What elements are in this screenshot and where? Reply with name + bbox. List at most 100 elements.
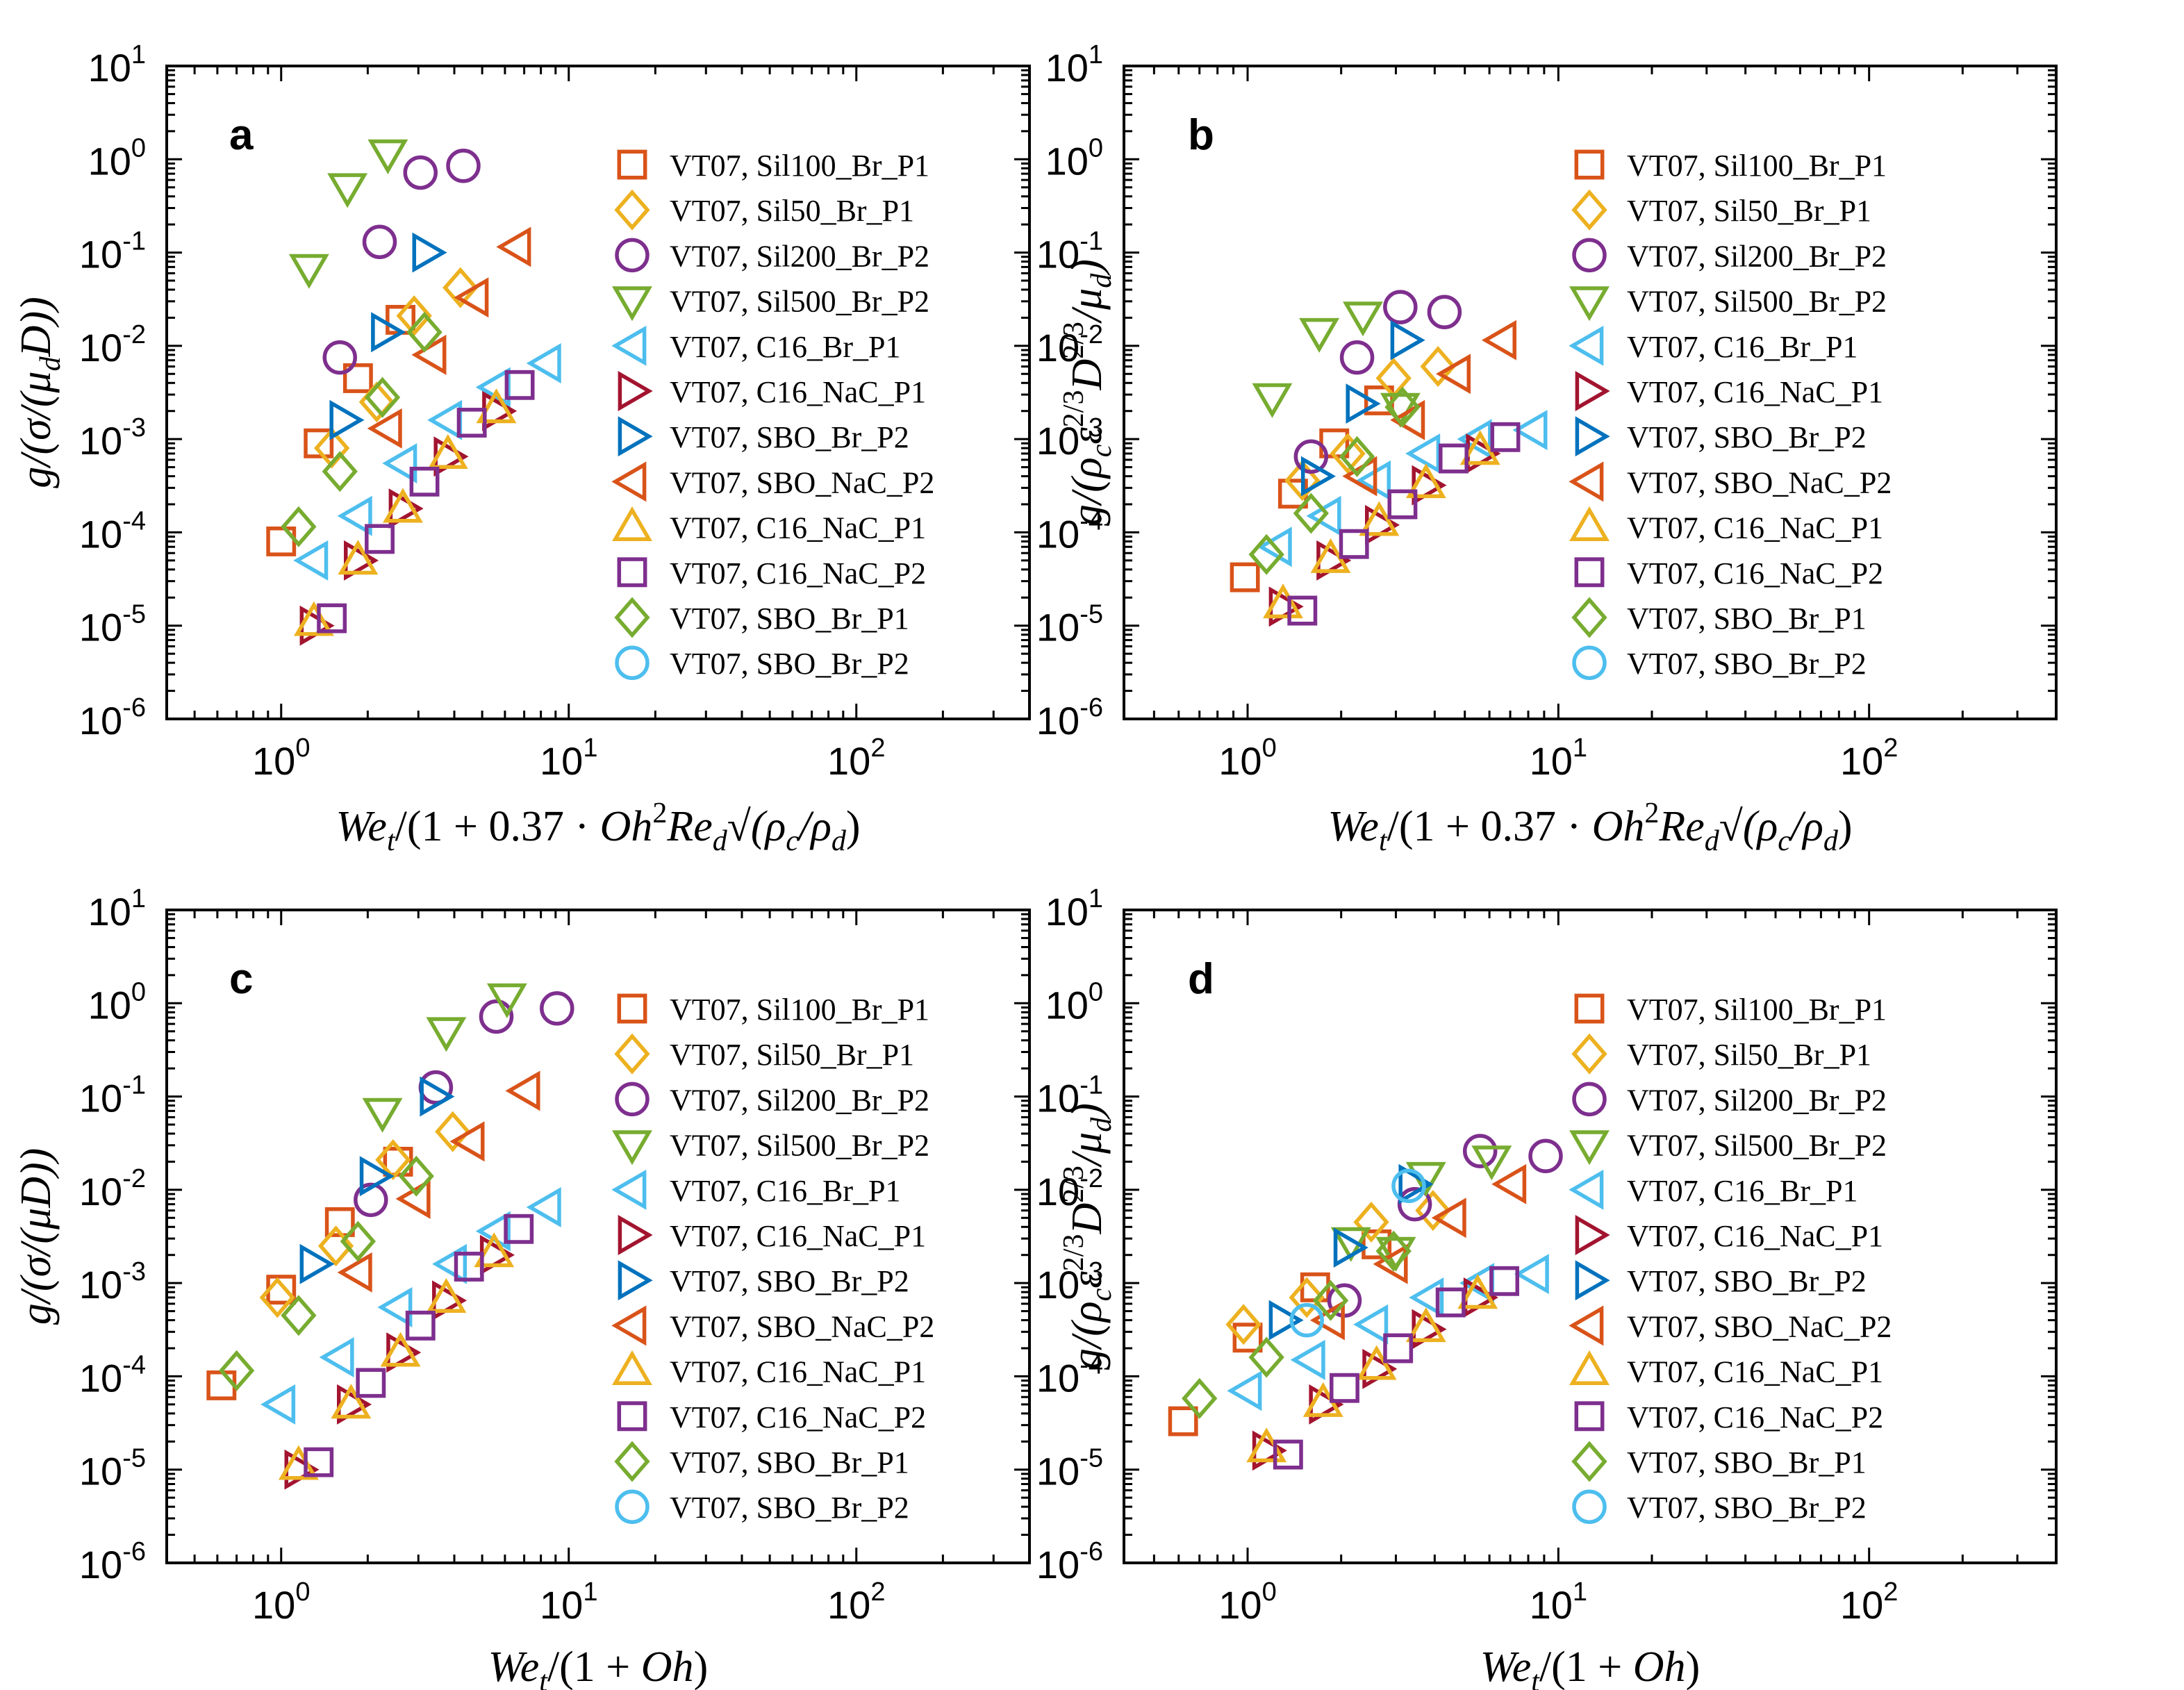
- legend-label: VT07, SBO_Br_P2: [670, 1264, 909, 1298]
- legend-label: VT07, Sil200_Br_P2: [670, 1083, 929, 1117]
- data-point: [1457, 1274, 1498, 1309]
- legend-marker: [1574, 149, 1605, 180]
- data-point: [449, 1121, 485, 1162]
- legend-label: VT07, C16_Br_P1: [1627, 1174, 1858, 1208]
- data-point: [356, 1368, 386, 1398]
- data-point: [1356, 1345, 1397, 1380]
- legend-label: VT07, Sil500_Br_P2: [670, 1129, 929, 1163]
- data-point: [442, 267, 479, 308]
- data-point: [1268, 1300, 1304, 1341]
- legend-marker: [1571, 1033, 1607, 1075]
- legend-marker: [1575, 1215, 1610, 1255]
- legend: VT07, Sil100_Br_P1 VT07, Sil50_Br_P1 VT07,…: [611, 993, 934, 1525]
- data-point: [420, 1076, 455, 1117]
- legend-label: VT07, SBO_Br_P1: [1627, 1445, 1867, 1480]
- data-point: [426, 1277, 467, 1313]
- legend-marker: [1569, 325, 1604, 366]
- x-axis-label: Wet/(1 + Oh): [1480, 1643, 1700, 1690]
- x-tick-label: 100: [1218, 1577, 1276, 1627]
- data-point: [540, 991, 574, 1026]
- data-point: [365, 524, 395, 554]
- legend-label: VT07, Sil50_Br_P1: [670, 194, 914, 228]
- data-point: [380, 1332, 421, 1367]
- data-point: [1405, 463, 1446, 499]
- legend-marker: [1569, 286, 1610, 322]
- legend-marker: [611, 1169, 647, 1210]
- y-tick-label: 10-5: [79, 600, 146, 649]
- data-point: [504, 1213, 534, 1244]
- data-points: [1230, 290, 1548, 627]
- data-point: [1409, 1277, 1444, 1318]
- data-point: [340, 1220, 377, 1262]
- data-point: [367, 408, 402, 449]
- legend-label: VT07, C16_NaC_P1: [670, 375, 926, 409]
- data-point: [403, 155, 438, 190]
- data-points: [206, 983, 574, 1490]
- legend-label: VT07, SBO_NaC_P2: [1627, 465, 1892, 499]
- plot-frame: [1123, 909, 2058, 1564]
- data-point: [1287, 595, 1318, 626]
- y-axis-label: g/(ρcε2/3D2/3/μd): [1058, 259, 1118, 526]
- data-point: [337, 1252, 372, 1293]
- data-point: [505, 1070, 540, 1111]
- y-tick-label: 100: [88, 133, 146, 183]
- y-tick-label: 10-5: [1036, 600, 1103, 649]
- y-axis-label: g/(σ/(μdD)): [13, 297, 67, 488]
- data-point: [1339, 436, 1375, 477]
- legend-marker: [615, 1489, 650, 1524]
- data-point: [1397, 1186, 1432, 1222]
- legend-label: VT07, Sil50_Br_P1: [1627, 194, 1871, 228]
- data-point: [1353, 1201, 1389, 1243]
- x-axis-label: Wet/(1 + 0.37 · Oh2Red√(ρc/ρd): [1327, 797, 1852, 857]
- legend-label: VT07, Sil500_Br_P2: [1627, 285, 1887, 319]
- data-point: [331, 1384, 372, 1419]
- legend-marker: [1569, 1305, 1604, 1346]
- data-point: [1384, 386, 1421, 428]
- legend-marker: [1571, 189, 1607, 231]
- data-point: [1373, 1243, 1408, 1284]
- data-point: [304, 428, 334, 458]
- data-point: [486, 983, 527, 1018]
- legend-marker: [1575, 416, 1610, 457]
- legend-marker: [1569, 1130, 1610, 1166]
- data-point: [1435, 354, 1471, 395]
- legend-label: VT07, C16_NaC_P2: [670, 1400, 926, 1434]
- y-tick-label: 10-1: [79, 1071, 146, 1120]
- data-point: [1252, 383, 1293, 418]
- data-point: [1420, 346, 1456, 388]
- data-point: [293, 601, 334, 636]
- data-point: [1232, 1323, 1263, 1353]
- y-tick-label: 10-6: [1036, 1537, 1103, 1587]
- legend-label: VT07, C16_Br_P1: [670, 330, 900, 364]
- x-axis-label: Wet/(1 + 0.37 · Oh2Red√(ρc/ρd): [336, 797, 860, 857]
- data-point: [526, 343, 561, 383]
- data-point: [344, 540, 379, 581]
- legend-label: VT07, C16_Br_P1: [1627, 330, 1858, 364]
- x-tick-label: 101: [540, 734, 597, 783]
- data-point: [432, 1243, 468, 1284]
- x-tick-label: 101: [1530, 734, 1587, 783]
- data-points: [266, 139, 561, 646]
- legend: VT07, Sil100_Br_P1 VT07, Sil50_Br_P1 VT07,…: [1569, 149, 1892, 681]
- data-point: [454, 1252, 484, 1282]
- data-point: [479, 999, 514, 1034]
- data-point: [1415, 1190, 1451, 1232]
- legend-marker: [1572, 238, 1607, 273]
- data-point: [1491, 1163, 1527, 1204]
- x-tick-label: 102: [1840, 734, 1898, 783]
- y-tick-label: 10-1: [79, 227, 146, 276]
- panel-b: 100 101 102 10-6 10-5 10-4 10-3 10-2 10-1 100 101 b…: [1036, 40, 2058, 857]
- data-point: [1490, 422, 1521, 452]
- data-point: [359, 1156, 395, 1197]
- data-point: [1398, 1163, 1434, 1204]
- data-point: [1346, 383, 1381, 424]
- legend-marker: [614, 189, 650, 231]
- data-point: [1439, 443, 1469, 474]
- data-point: [1514, 1254, 1549, 1295]
- data-point: [1427, 295, 1462, 330]
- data-point: [375, 1139, 411, 1181]
- data-point: [1391, 1168, 1426, 1204]
- legend-marker: [1572, 1489, 1607, 1524]
- data-point: [456, 408, 487, 438]
- y-tick-label: 10-2: [1036, 1164, 1103, 1213]
